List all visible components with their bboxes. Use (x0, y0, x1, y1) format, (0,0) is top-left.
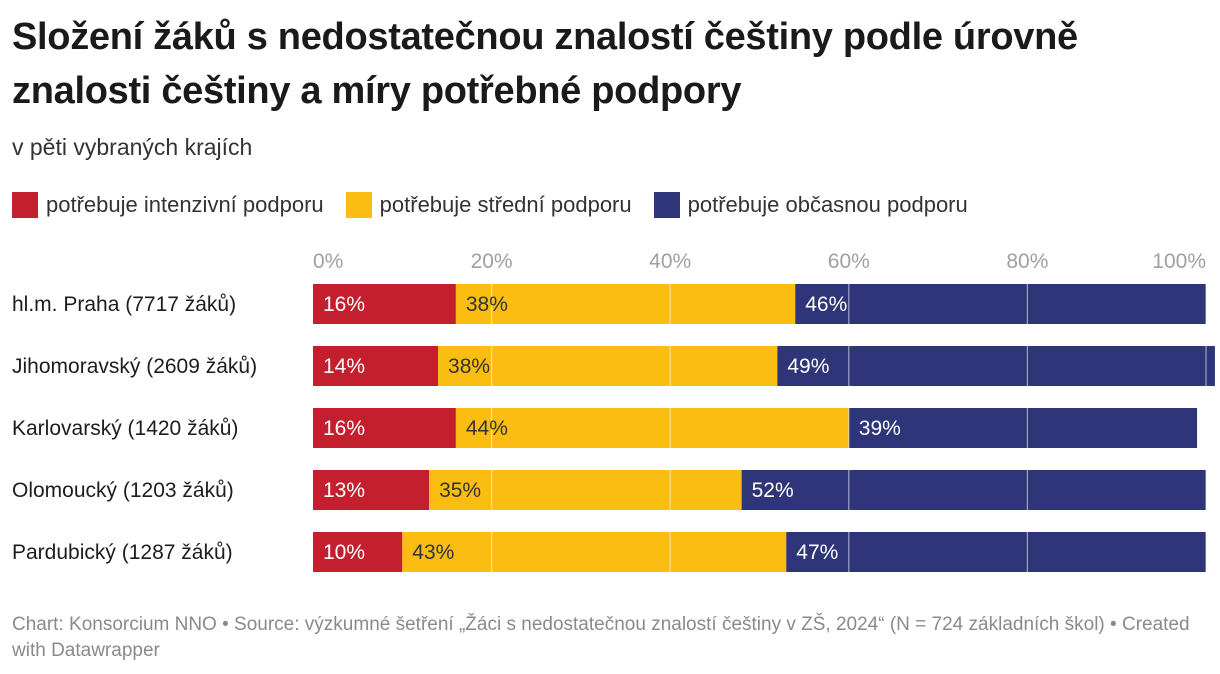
data-label: 14% (323, 355, 365, 378)
bar-segment (795, 284, 1206, 324)
x-tick-label: 60% (828, 250, 870, 273)
legend-swatch-occasional (653, 192, 680, 218)
x-tick-label: 20% (471, 250, 513, 273)
x-tick-label: 100% (1152, 250, 1206, 273)
data-label: 10% (323, 541, 365, 564)
bar-segment (455, 284, 796, 324)
bar-segment (429, 470, 742, 510)
data-label: 47% (796, 541, 838, 564)
data-label: 49% (787, 355, 829, 378)
data-label: 44% (466, 417, 508, 440)
bar-segment (848, 408, 1198, 448)
bar-segment (438, 346, 778, 386)
legend-item-medium: potřebuje střední podporu (345, 192, 632, 218)
legend-label-occasional: potřebuje občasnou podporu (687, 192, 968, 217)
bar-segment (455, 408, 849, 448)
legend-label-medium: potřebuje střední podporu (379, 192, 632, 217)
data-label: 13% (323, 479, 365, 502)
bar-segment (313, 532, 403, 572)
category-label: Jihomoravský (2609 žáků) (12, 355, 257, 378)
data-label: 39% (859, 417, 901, 440)
bar-segment (313, 346, 439, 386)
legend-item-occasional: potřebuje občasnou podporu (653, 192, 968, 218)
bar-segment (313, 284, 456, 324)
legend-swatch-medium (345, 192, 372, 218)
category-label: Pardubický (1287 žáků) (12, 541, 233, 564)
legend: potřebuje intenzivní podporu potřebuje s… (12, 192, 990, 218)
data-label: 46% (805, 293, 847, 316)
chart-footer: Chart: Konsorcium NNO • Source: výzkumné… (12, 614, 1190, 661)
data-label: 16% (323, 417, 365, 440)
chart-title: Složení žáků s nedostatečnou znalostí če… (12, 16, 1078, 112)
x-tick-label: 0% (313, 250, 343, 273)
x-tick-label: 80% (1006, 250, 1048, 273)
bar-segment (313, 470, 430, 510)
bar-segment (402, 532, 787, 572)
legend-item-intensive: potřebuje intenzivní podporu (12, 192, 324, 218)
legend-swatch-intensive (12, 192, 38, 218)
bar-segment (777, 346, 1215, 386)
bar-segment (313, 408, 456, 448)
chart-subtitle: v pěti vybraných krajích (12, 134, 253, 160)
legend-label-intensive: potřebuje intenzivní podporu (46, 192, 324, 217)
category-label: Karlovarský (1420 žáků) (12, 417, 238, 440)
category-label: Olomoucký (1203 žáků) (12, 479, 234, 502)
category-label: hl.m. Praha (7717 žáků) (12, 293, 236, 316)
data-label: 16% (323, 293, 365, 316)
bar-segment (741, 470, 1206, 510)
data-label: 52% (752, 479, 794, 502)
bar-segment (786, 532, 1206, 572)
data-label: 35% (439, 479, 481, 502)
data-label: 43% (412, 541, 454, 564)
stacked-bar-chart: 0% 20% 40% 60% 80% 100% hl.m. Praha (7717 žáků… (12, 250, 1215, 572)
data-label: 38% (448, 355, 490, 378)
data-label: 38% (466, 293, 508, 316)
x-tick-label: 40% (649, 250, 691, 273)
